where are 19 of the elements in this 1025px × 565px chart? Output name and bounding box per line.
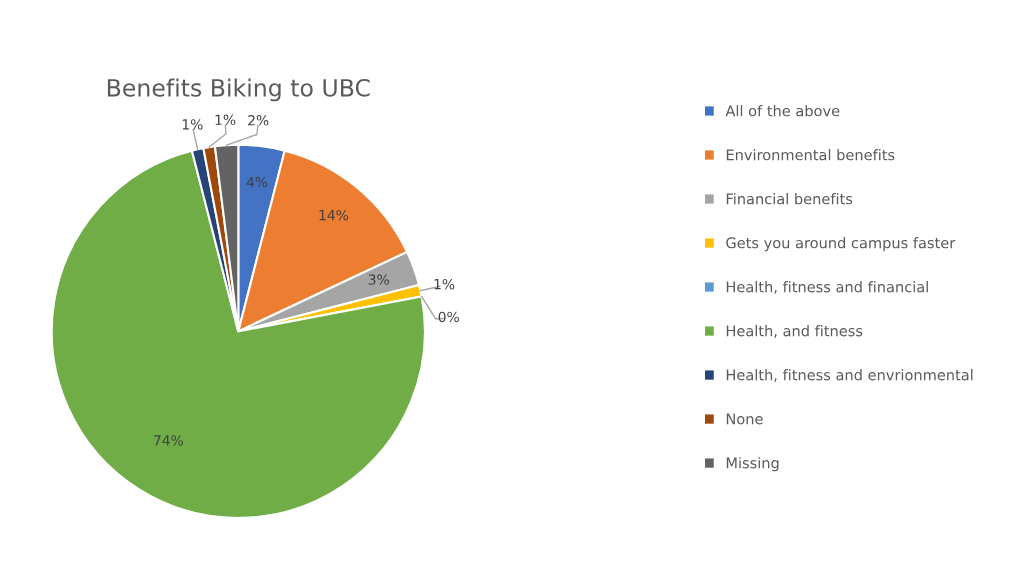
legend-label: All of the above [725, 105, 840, 117]
data-label: 74% [154, 435, 184, 446]
data-label: 1% [182, 119, 203, 130]
data-label: 4% [246, 176, 268, 188]
legend-label: Health, fitness and envrionmental [726, 369, 973, 382]
data-label: 14% [319, 209, 349, 221]
chart-title: Benefits Biking to UBC [107, 78, 370, 102]
text: 0% [438, 311, 459, 323]
data-label: 3% [368, 274, 389, 285]
legend-label: Gets you around campus faster [726, 237, 956, 252]
legend-label: Health, fitness and financial [726, 281, 928, 294]
legend-label: Health, and fitness [726, 325, 863, 338]
data-label: 1% [215, 114, 236, 126]
legend-label: Missing [726, 457, 779, 472]
legend-label: None [726, 413, 763, 425]
legend-label: Financial benefits [726, 193, 853, 205]
data-label: 1% [434, 278, 455, 290]
legend-label: Environmental benefits [726, 149, 895, 161]
data-label: 2% [248, 115, 269, 126]
